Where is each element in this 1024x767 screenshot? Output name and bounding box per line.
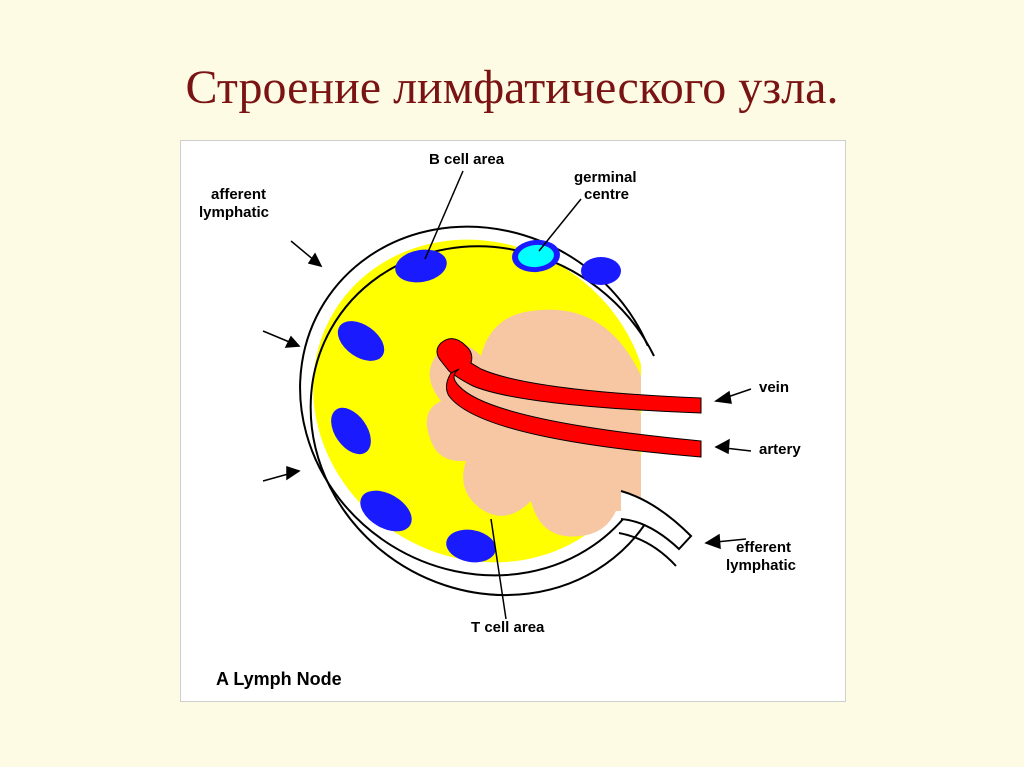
label-vein: vein (759, 379, 789, 396)
label-germinal-1: germinal (574, 169, 637, 186)
lymph-node-figure: B cell area germinal centre afferent lym… (180, 140, 846, 702)
slide-title: Строение лимфатического узла. (0, 60, 1024, 115)
label-efferent-1: efferent (736, 539, 791, 556)
label-afferent-1: afferent (211, 186, 266, 203)
label-germinal-2: centre (584, 186, 629, 203)
label-b-cell-area: B cell area (429, 151, 504, 168)
label-t-cell-area: T cell area (471, 619, 544, 636)
follicle (581, 257, 621, 285)
artery-arrow (716, 440, 751, 453)
pointer-germinal (539, 199, 581, 251)
vein-arrow (716, 389, 751, 403)
label-artery: artery (759, 441, 801, 458)
afferent-arrows (263, 241, 321, 481)
figure-caption: A Lymph Node (216, 669, 342, 690)
label-efferent-2: lymphatic (726, 557, 796, 574)
label-afferent-2: lymphatic (199, 204, 269, 221)
lymph-node-svg (181, 141, 845, 701)
slide: Строение лимфатического узла. (0, 0, 1024, 767)
